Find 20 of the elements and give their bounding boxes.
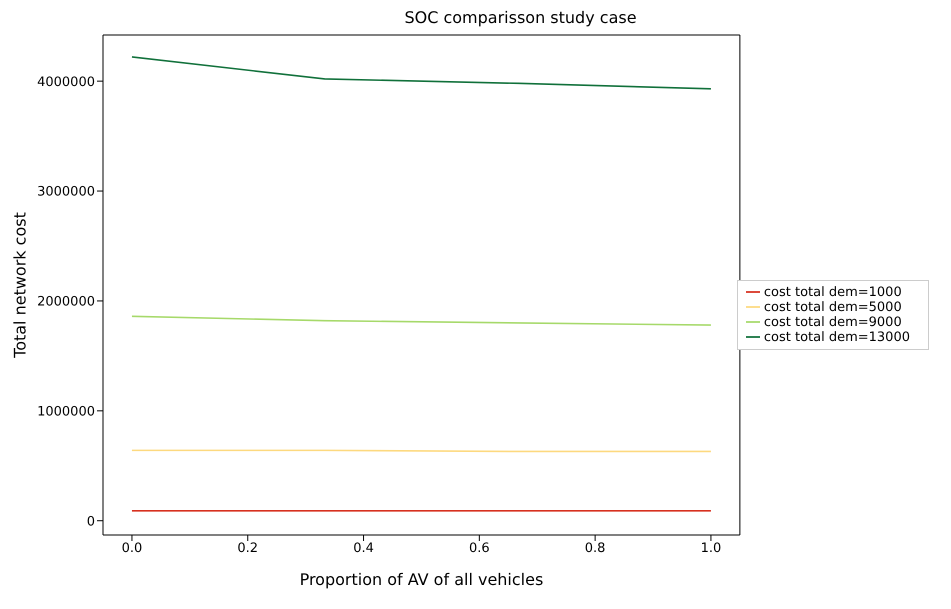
chart-title: SOC comparisson study case [403,8,638,29]
y-tick-label: 4000000 [37,74,95,90]
line-series [131,56,712,90]
y-tick-label: 3000000 [37,184,95,200]
legend-label: cost total dem=9000 [764,315,902,330]
x-tick-label: 0.0 [122,541,142,556]
x-tick-label: 0.4 [353,541,374,556]
y-tick-label: 2000000 [37,294,95,310]
legend-label: cost total dem=5000 [764,300,902,315]
x-tick-label: 0.6 [468,541,490,556]
line-series [131,316,712,326]
x-tick-label: 0.8 [584,541,606,556]
x-axis-title: Proportion of AV of all vehicles [300,570,544,589]
y-axis-title: Total network cost [10,212,30,359]
x-tick-label: 1.0 [700,541,722,556]
x-tick-label: 0.2 [237,541,258,556]
y-tick-label: 1000000 [37,404,95,420]
legend-label: cost total dem=1000 [764,285,902,300]
y-tick-label: 0 [86,514,95,530]
legend-label: cost total dem=13000 [764,330,910,345]
